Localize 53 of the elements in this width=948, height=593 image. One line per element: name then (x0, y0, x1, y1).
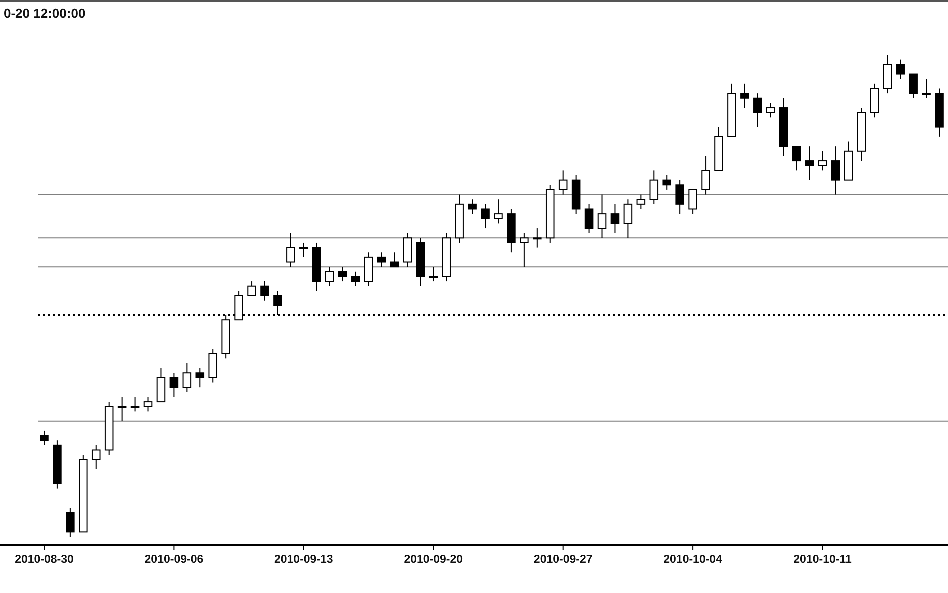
candlestick (766, 102, 776, 118)
x-tick-label: 2010-08-30 (15, 554, 74, 566)
candlestick (909, 74, 918, 99)
candlestick (598, 194, 607, 239)
candlestick (118, 396, 127, 422)
candlestick (468, 199, 477, 215)
candlestick (66, 508, 75, 538)
candlestick (325, 266, 334, 287)
candlestick (636, 194, 646, 210)
x-tick-label: 2010-09-06 (144, 554, 204, 566)
candlestick (740, 83, 750, 109)
x-tick-label: 2010-09-27 (534, 554, 593, 566)
candlestick (896, 59, 905, 80)
candlestick (650, 170, 659, 205)
candlestick (130, 396, 140, 412)
candlestick (351, 271, 360, 287)
x-tick-label: 2010-10-04 (664, 554, 724, 566)
candlestick (248, 281, 256, 296)
candlestick (676, 180, 684, 215)
candlestick (688, 189, 698, 215)
candlestick (754, 93, 762, 128)
x-tick-label: 2010-10-11 (794, 554, 852, 566)
candlestick (922, 78, 931, 99)
x-tick-label: 2010-09-13 (274, 554, 334, 566)
candlestick (40, 430, 49, 446)
candlestick (558, 170, 568, 196)
candlestick (520, 232, 529, 268)
candlestick (338, 266, 348, 282)
candlestick (702, 156, 710, 196)
candlestick (584, 204, 594, 234)
x-tick-label: 2010-09-20 (404, 554, 464, 566)
candlestick (260, 281, 270, 302)
candlestick (831, 146, 840, 196)
candlestick (92, 444, 101, 470)
candlestick (182, 362, 192, 393)
candlestick (494, 199, 503, 224)
candlestick (662, 175, 672, 190)
candlestick (533, 228, 542, 248)
chart-title: 0-20 12:00:00 (4, 6, 86, 21)
candlestick (377, 252, 386, 268)
candlestick (300, 242, 308, 258)
candlestick (196, 368, 205, 388)
candlestick (170, 372, 179, 398)
candlestick (792, 146, 802, 172)
candlestick (144, 396, 153, 412)
candlestick (610, 204, 620, 234)
candlestick (805, 146, 814, 181)
candlestick (481, 204, 490, 230)
candlestick (390, 252, 400, 268)
candlestick (429, 266, 438, 282)
candlestick (286, 232, 296, 268)
candlestick (624, 199, 633, 239)
candlestick (818, 150, 828, 172)
